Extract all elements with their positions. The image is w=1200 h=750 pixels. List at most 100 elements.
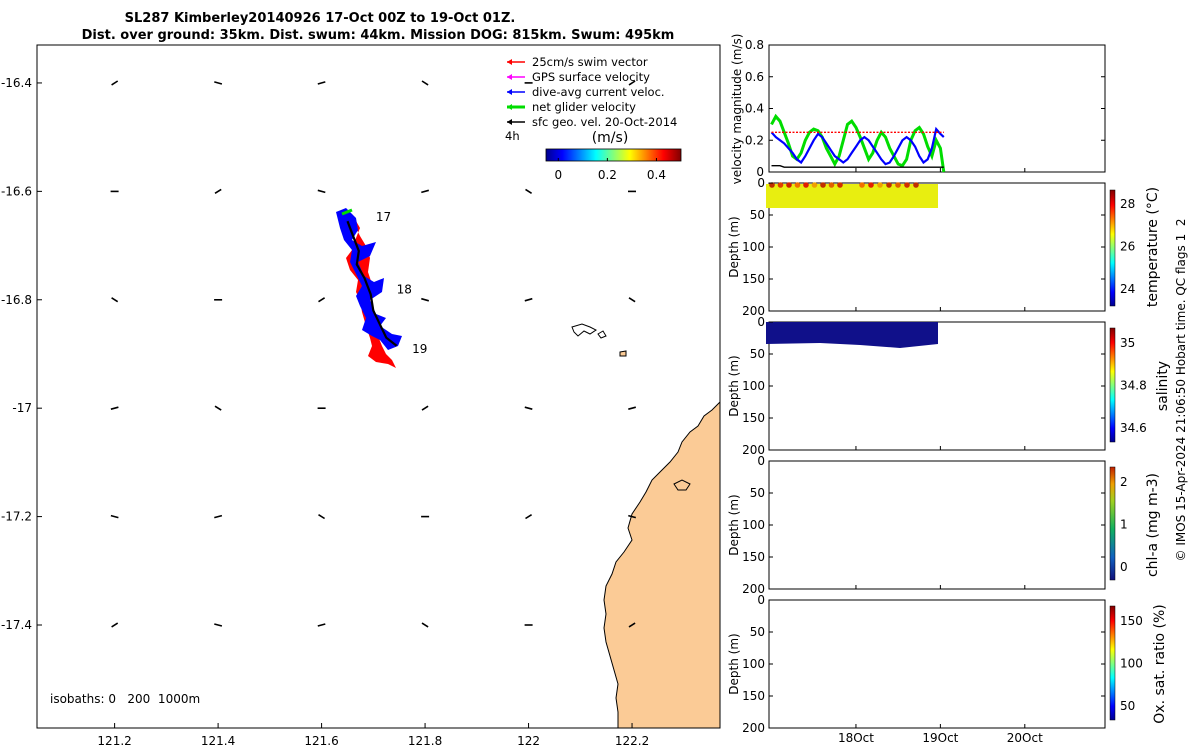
geo-velocity-arrow [214,188,222,194]
legend-item-label: sfc geo. vel. 20-Oct-2014 [532,115,677,129]
salinity-colorbar [1109,327,1116,443]
colorbar-tick-label: 35 [1120,336,1135,350]
day-label: 19 [412,342,427,356]
temperature-dot [811,182,818,188]
legend-arrowhead [507,74,512,80]
geo-velocity-arrow [525,514,533,520]
net-velocity-mark [341,208,353,216]
depth-ytick-label: 150 [742,689,765,703]
map-ytick-label: -17.4 [1,618,32,632]
salinity-cbar-label: salinity [1155,361,1171,411]
map-xtick-label: 121.2 [97,734,131,748]
colorbar-tick-label: 34.6 [1120,421,1147,435]
salinity-panel: Depth (m) salinity [727,321,1171,451]
map-ytick-label: -16.4 [1,76,32,90]
temperature-ylabel: Depth (m) [727,216,741,277]
temperature-dot [769,182,775,188]
geo-velocity-arrow [111,622,119,628]
depth-ytick-label: 100 [742,657,765,671]
temperature-dot [913,182,919,188]
temperature-dot [859,182,865,188]
temperature-dot [820,182,826,188]
oxygen-cbar-label: Ox. sat. ratio (%) [1152,604,1168,723]
velocity-series-line [770,126,945,166]
day-label: 18 [397,282,412,296]
colorbar-tick-label: 2 [1120,475,1128,489]
temperature-dot [828,182,835,188]
geo-velocity-arrow [214,405,222,411]
colorbar-tick-label: 1 [1120,518,1128,532]
day-label: 17 [376,210,391,224]
island [571,323,597,337]
colorbar-tick-label: 28 [1120,197,1135,211]
depth-ytick-label: 50 [750,625,765,639]
legend-hours: 4h [505,129,520,143]
temperature-surface-dots [769,182,919,188]
temperature-dot [794,182,801,188]
geo-velocity-arrow [317,623,326,627]
title-line-2: Dist. over ground: 35km. Dist. swum: 44k… [82,28,675,43]
time-tick-label: 18Oct [838,731,874,745]
velocity-ytick-label: 0.8 [745,38,764,52]
chla-frame [768,460,1106,590]
geo-velocity-arrow [318,514,326,520]
temperature-cbar-label: temperature (°C) [1145,187,1161,307]
map-ytick-label: -16.6 [1,184,32,198]
depth-ytick-label: 150 [742,411,765,425]
colorbar-tick-label: 0 [554,168,562,182]
depth-ytick-label: 150 [742,550,765,564]
colorbar-tick-label: 0 [1120,560,1128,574]
title-line-1: SL287 Kimberley20140926 17-Oct 00Z to 19… [125,11,516,26]
geo-velocity-arrow [421,189,430,194]
geo-velocity-arrow [628,406,637,410]
depth-ytick-label: 0 [757,593,765,607]
geo-velocity-arrow [524,406,533,410]
geo-velocity-arrow [628,514,637,519]
colorbar-tick-label: 26 [1120,240,1135,254]
geo-velocity-arrow [111,80,119,86]
chla-panel: Depth (m) chl-a (mg m-3) [727,460,1161,590]
map-xtick-label: 121.4 [201,734,235,748]
time-tick-label: 19Oct [922,731,958,745]
velocity-ytick-label: 0.2 [745,133,764,147]
depth-ytick-label: 0 [757,176,765,190]
geo-velocity-arrow [421,297,430,302]
depth-ytick-label: 50 [750,208,765,222]
speed-colorbar [545,148,682,162]
colorbar-tick-label: 50 [1120,699,1135,713]
velocity-ylabel: velocity magnitude (m/s) [730,34,744,185]
geo-velocity-arrow [214,514,223,519]
colorbar-title: (m/s) [592,130,629,146]
colorbar-tick-label: 100 [1120,657,1143,671]
geo-velocity-arrow [628,622,636,628]
geo-velocity-arrow [628,80,636,86]
temperature-dot [895,182,901,188]
temperature-dot [904,182,910,188]
depth-ytick-label: 200 [742,304,765,318]
depth-ytick-label: 50 [750,486,765,500]
temperature-panel: Depth (m) temperature (°C) [727,182,1161,312]
temperature-dot [803,182,809,188]
chla-cbar-label: chl-a (mg m-3) [1145,473,1161,577]
velocity-ytick-label: 0 [756,165,764,179]
temperature-data [766,184,938,208]
isobaths-label: isobaths: 0 200 1000m [50,692,200,706]
geo-velocity-arrow [214,623,223,627]
temperature-dot [777,182,784,188]
depth-ytick-label: 200 [742,443,765,457]
colorbar-tick-label: 0.4 [647,168,666,182]
temperature-dot [837,182,843,188]
geo-velocity-arrow [318,297,326,303]
geo-velocity-arrow [110,514,119,519]
island [673,479,691,491]
legend-item-label: 25cm/s swim vector [532,55,648,69]
island [619,350,627,357]
current-vectors [336,208,402,350]
depth-ytick-label: 0 [757,315,765,329]
salinity-data [766,322,938,348]
colorbar-tick-label: 34.8 [1120,379,1147,393]
geo-velocity-arrow [421,80,429,86]
geo-velocity-arrow [421,622,429,628]
legend-arrowhead [507,59,512,65]
geo-velocity-arrow [524,297,533,302]
